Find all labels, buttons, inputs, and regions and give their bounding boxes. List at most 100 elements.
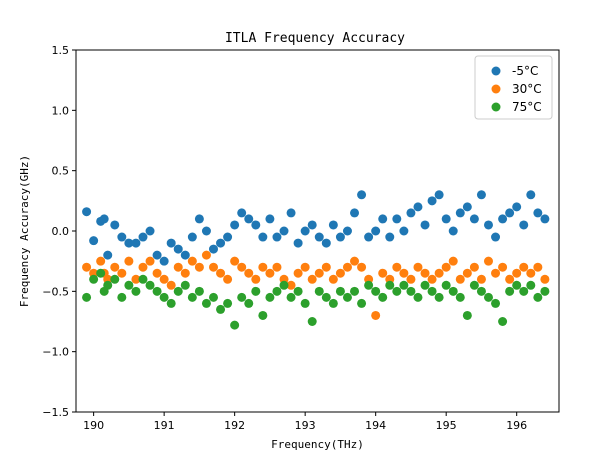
data-point-series-0 xyxy=(342,226,352,236)
data-point-series-1 xyxy=(378,268,388,278)
data-point-series-2 xyxy=(272,286,282,296)
data-point-series-0 xyxy=(533,208,543,218)
data-point-series-1 xyxy=(413,262,423,272)
data-point-series-2 xyxy=(533,292,543,302)
data-point-series-0 xyxy=(265,214,275,224)
data-point-series-2 xyxy=(441,280,451,290)
data-point-series-1 xyxy=(420,268,430,278)
data-point-series-2 xyxy=(328,298,338,308)
data-point-series-0 xyxy=(462,202,472,212)
data-point-series-2 xyxy=(307,317,317,326)
data-point-series-2 xyxy=(124,280,134,290)
data-point-series-0 xyxy=(498,214,508,224)
data-point-series-2 xyxy=(427,286,437,296)
data-point-series-1 xyxy=(335,268,345,278)
data-point-series-2 xyxy=(364,280,374,290)
data-point-series-2 xyxy=(194,286,204,296)
data-point-series-2 xyxy=(420,280,430,290)
data-point-series-0 xyxy=(124,238,134,248)
data-point-series-0 xyxy=(434,190,444,200)
data-point-series-0 xyxy=(314,232,324,242)
data-point-series-0 xyxy=(505,208,515,218)
data-point-series-2 xyxy=(342,292,352,302)
data-point-series-1 xyxy=(286,280,296,290)
data-point-series-2 xyxy=(462,310,472,320)
data-point-series-1 xyxy=(399,268,409,278)
data-point-series-0 xyxy=(350,208,360,218)
data-point-series-2 xyxy=(159,292,169,302)
data-point-series-0 xyxy=(166,238,176,248)
x-axis-label: Frequency(THz) xyxy=(271,438,364,451)
data-point-series-2 xyxy=(350,286,360,296)
data-point-series-1 xyxy=(350,256,360,266)
y-axis-label: Frequency Accuracy(GHz) xyxy=(18,155,31,307)
data-point-series-2 xyxy=(152,286,162,296)
data-point-series-1 xyxy=(533,262,543,272)
data-point-series-0 xyxy=(371,226,381,236)
data-point-series-1 xyxy=(82,262,92,272)
data-point-series-0 xyxy=(286,208,296,218)
data-point-series-1 xyxy=(230,256,240,266)
data-point-series-1 xyxy=(166,280,176,290)
data-point-series-1 xyxy=(448,256,458,266)
data-point-series-2 xyxy=(357,298,367,308)
legend-label: 75°C xyxy=(512,100,542,114)
data-point-series-0 xyxy=(110,220,120,230)
data-point-series-1 xyxy=(110,262,120,272)
data-point-series-0 xyxy=(173,244,183,254)
data-point-series-2 xyxy=(117,292,127,302)
data-point-series-1 xyxy=(244,268,254,278)
data-point-series-2 xyxy=(237,292,247,302)
data-point-series-0 xyxy=(491,232,501,242)
data-point-series-2 xyxy=(209,292,218,302)
data-point-series-1 xyxy=(427,274,437,284)
legend: -5°C 30°C 75°C xyxy=(474,55,553,120)
data-point-series-1 xyxy=(526,268,536,278)
x-tick-label: 195 xyxy=(436,419,457,432)
data-point-series-0 xyxy=(99,214,109,224)
data-point-series-0 xyxy=(82,207,92,217)
data-point-series-1 xyxy=(455,274,465,284)
data-point-series-0 xyxy=(364,232,374,242)
data-point-series-2 xyxy=(96,268,106,278)
y-tick-label: 0.5 xyxy=(52,165,70,178)
data-point-series-2 xyxy=(413,292,423,302)
data-point-series-2 xyxy=(392,286,402,296)
data-point-series-0 xyxy=(519,220,529,230)
data-point-series-1 xyxy=(209,262,218,272)
data-point-series-2 xyxy=(89,274,99,284)
data-point-series-2 xyxy=(519,286,529,296)
y-tick-label: 0.0 xyxy=(52,225,70,238)
data-point-series-1 xyxy=(237,262,247,272)
chart-title: ITLA Frequency Accuracy xyxy=(225,31,405,46)
data-point-series-1 xyxy=(152,268,162,278)
data-point-series-2 xyxy=(526,280,536,290)
data-point-series-2 xyxy=(321,292,331,302)
data-point-series-2 xyxy=(293,286,303,296)
data-point-series-0 xyxy=(293,238,303,248)
data-point-series-2 xyxy=(469,280,479,290)
data-point-series-2 xyxy=(131,286,141,296)
data-point-series-0 xyxy=(335,232,345,242)
data-point-series-0 xyxy=(512,202,522,212)
data-point-series-0 xyxy=(251,220,261,230)
data-point-series-1 xyxy=(307,274,317,284)
data-point-series-1 xyxy=(406,274,416,284)
y-tick-label: −0.5 xyxy=(42,285,69,298)
data-point-series-0 xyxy=(223,232,233,242)
x-tick-label: 192 xyxy=(224,419,245,432)
data-point-series-1 xyxy=(216,268,226,278)
data-point-series-0 xyxy=(307,220,317,230)
data-point-series-1 xyxy=(300,262,310,272)
data-point-series-1 xyxy=(251,274,261,284)
data-point-series-2 xyxy=(498,317,508,326)
x-tick-label: 193 xyxy=(295,419,316,432)
data-point-series-1 xyxy=(483,256,493,266)
y-tick-label: 1.0 xyxy=(52,104,70,117)
data-point-series-2 xyxy=(483,292,493,302)
data-point-series-0 xyxy=(441,214,451,224)
data-point-series-2 xyxy=(265,292,275,302)
data-point-series-0 xyxy=(392,214,402,224)
data-point-series-1 xyxy=(491,268,501,278)
data-point-series-1 xyxy=(519,262,529,272)
